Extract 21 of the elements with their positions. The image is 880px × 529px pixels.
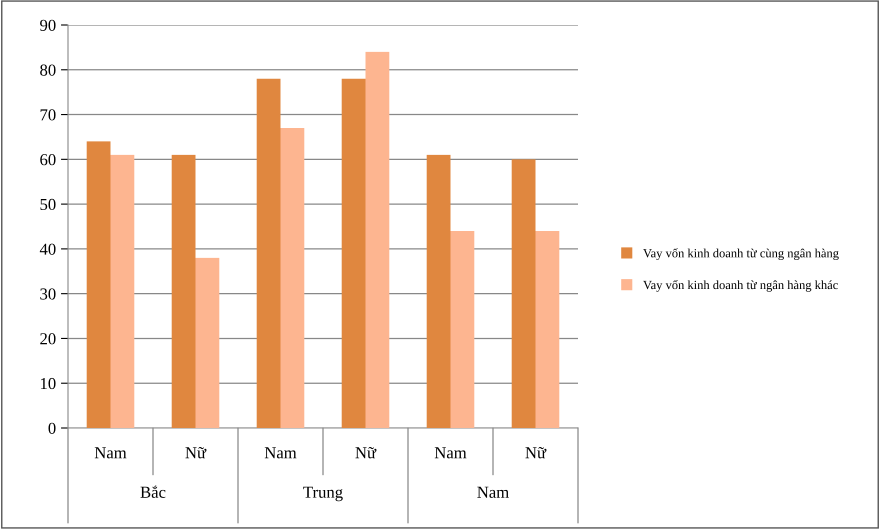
- legend-label: Vay vốn kinh doanh từ cùng ngân hàng: [643, 248, 839, 260]
- y-tick-label: 90: [40, 20, 56, 31]
- x-tick-label: Nữ: [355, 446, 376, 458]
- text: Bắc: [140, 486, 166, 498]
- y-tick-label: 30: [40, 288, 56, 300]
- x-tick-label: Nữ: [525, 446, 546, 458]
- y-tick-label: 20: [40, 333, 56, 344]
- legend-label: Vay vốn kinh doanh từ ngân hàng khác: [643, 280, 838, 292]
- y-tick-label: 50: [40, 198, 56, 210]
- text: Nam: [477, 486, 509, 498]
- x-tick-label: Nam: [264, 447, 296, 458]
- y-tick-label: 10: [40, 378, 56, 390]
- y-tick-label: 60: [40, 154, 56, 166]
- y-tick-label: 40: [40, 244, 56, 255]
- x-tick-label: Nữ: [185, 446, 206, 458]
- text: Trung: [303, 486, 343, 502]
- y-tick-label: 80: [40, 64, 56, 76]
- y-tick-label: 70: [40, 109, 56, 120]
- x-tick-label: Nam: [434, 447, 466, 458]
- x-tick-label: Nam: [94, 447, 126, 458]
- y-tick-label: 0: [48, 422, 56, 434]
